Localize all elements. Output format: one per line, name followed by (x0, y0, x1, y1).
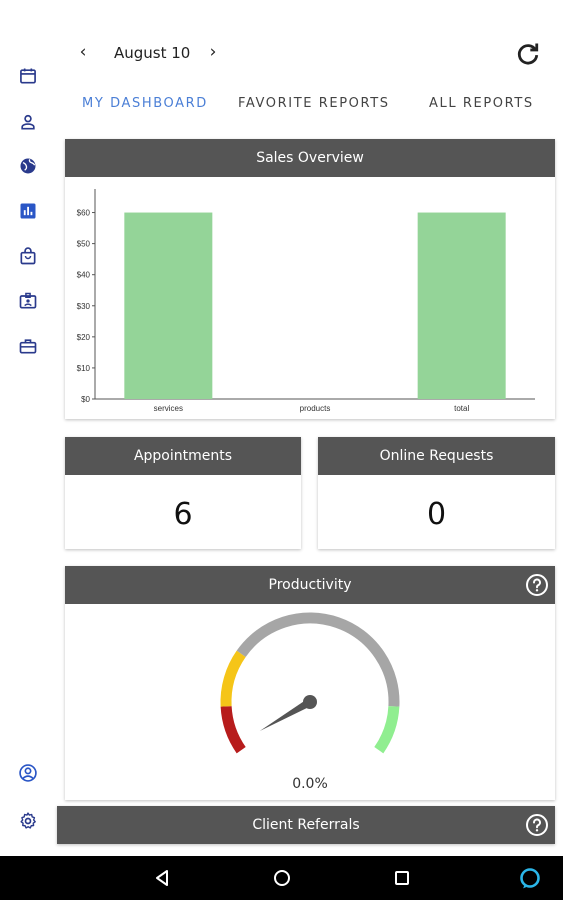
online-requests-card[interactable]: Online Requests 0 (318, 437, 555, 549)
productivity-gauge (220, 612, 400, 754)
account-circle-icon[interactable] (17, 762, 39, 784)
x-tick-label: products (300, 404, 331, 413)
y-tick-label: $10 (77, 364, 91, 373)
gauge-hub (303, 695, 317, 709)
help-icon[interactable] (525, 573, 549, 597)
system-navigation-bar (0, 856, 563, 900)
bar-total (417, 212, 506, 399)
gauge-segment-red (220, 705, 246, 754)
y-tick-label: $20 (77, 333, 91, 342)
person-icon[interactable] (17, 111, 39, 133)
y-tick-label: $50 (77, 240, 91, 249)
calendar-icon[interactable] (17, 65, 39, 87)
sales-chart: $0 $10 $20 $30 $40 $50 $60 services products tota… (77, 189, 535, 413)
reports-icon[interactable] (17, 200, 39, 222)
sidebar (0, 0, 58, 856)
sales-overview-header: Sales Overview (65, 139, 555, 177)
gauge-segment-green (374, 705, 400, 754)
back-icon[interactable] (150, 866, 174, 890)
appointments-card[interactable]: Appointments 6 (65, 437, 301, 549)
bar-services (124, 212, 213, 399)
recents-icon[interactable] (390, 866, 414, 890)
y-tick-label: $40 (77, 271, 91, 280)
appointments-count: 6 (173, 497, 193, 532)
x-tick-label: total (454, 404, 469, 413)
tab-all-reports[interactable]: ALL REPORTS (429, 96, 534, 111)
id-card-icon[interactable] (17, 290, 39, 312)
date-navigation-bar: ‹ August 10 › (58, 30, 563, 76)
sales-overview-card: Sales Overview $0 $10 $20 $30 $40 $50 $60 servi… (65, 139, 555, 419)
refresh-icon[interactable] (514, 40, 542, 68)
online-requests-count: 0 (426, 497, 447, 532)
appointments-header: Appointments (65, 437, 301, 475)
tab-my-dashboard[interactable]: MY DASHBOARD (82, 96, 208, 111)
client-referrals-title: Client Referrals (252, 817, 360, 833)
gauge-segment-gray (236, 612, 400, 707)
gauge-segment-yellow (220, 650, 246, 707)
briefcase-icon[interactable] (17, 335, 39, 357)
chevron-left-icon[interactable]: ‹ (79, 42, 87, 62)
alexa-icon[interactable] (518, 866, 542, 890)
x-tick-label: services (154, 404, 183, 413)
globe-icon[interactable] (17, 155, 39, 177)
client-referrals-card[interactable]: Client Referrals (57, 806, 555, 844)
help-icon[interactable] (525, 813, 549, 837)
y-tick-label: $0 (81, 395, 90, 404)
home-icon[interactable] (270, 866, 294, 890)
productivity-percentage: 0.0% (292, 776, 328, 792)
tab-favorite-reports[interactable]: FAVORITE REPORTS (238, 96, 390, 111)
productivity-card: Productivity 0.0% (65, 566, 555, 800)
y-tick-label: $30 (77, 302, 91, 311)
online-requests-header: Online Requests (318, 437, 555, 475)
current-date[interactable]: August 10 (114, 44, 191, 62)
productivity-title: Productivity (268, 577, 352, 593)
client-referrals-header: Client Referrals (57, 806, 555, 844)
productivity-header: Productivity (65, 566, 555, 604)
report-tabs: MY DASHBOARD FAVORITE REPORTS ALL REPORT… (58, 90, 563, 120)
settings-gear-icon[interactable] (17, 810, 39, 832)
y-tick-label: $60 (77, 209, 91, 218)
chevron-right-icon[interactable]: › (209, 42, 217, 62)
shopping-bag-icon[interactable] (17, 245, 39, 267)
gauge-needle (259, 698, 312, 731)
